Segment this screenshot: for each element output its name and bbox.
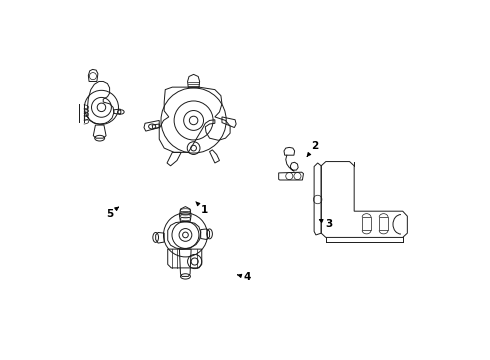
Text: 5: 5 (106, 207, 119, 219)
Text: 2: 2 (307, 141, 319, 156)
Text: 4: 4 (238, 273, 250, 283)
Text: 1: 1 (196, 202, 208, 215)
Text: 3: 3 (319, 219, 333, 229)
